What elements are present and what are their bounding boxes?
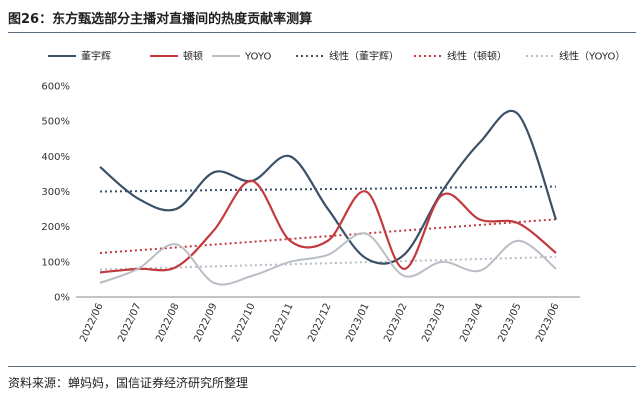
y-tick-label: 500%	[41, 117, 70, 128]
series-line-dong	[99, 109, 558, 265]
series-lines-group	[99, 109, 558, 286]
x-tick-label: 2023/03	[420, 302, 448, 344]
x-tick-label: 2022/09	[192, 302, 220, 344]
legend-label: 线性（YOYO）	[559, 50, 625, 63]
x-tick-label: 2022/08	[154, 302, 182, 344]
legend-label: 线性（顿顿）	[447, 50, 507, 63]
legend-label: 顿顿	[183, 50, 203, 63]
x-tick-label: 2023/01	[344, 302, 372, 344]
bottom-divider	[8, 366, 636, 367]
legend-label: 董宇辉	[81, 50, 111, 63]
x-tick-label: 2023/06	[534, 302, 562, 344]
chart-title: 图26：东方甄选部分主播对直播间的热度贡献率测算	[8, 12, 313, 27]
y-tick-label: 100%	[41, 257, 70, 268]
trendlines-group	[99, 185, 557, 271]
y-tick-label: 300%	[41, 187, 70, 198]
y-tick-label: 400%	[41, 152, 70, 163]
trendline-yoyo	[99, 255, 557, 271]
legend-label: 线性（董宇辉）	[329, 50, 399, 63]
source-note: 资料来源：蝉妈妈，国信证券经济研究所整理	[8, 376, 249, 390]
x-tick-label: 2023/02	[382, 302, 410, 344]
y-tick-label: 600%	[41, 82, 70, 93]
top-divider	[8, 32, 636, 33]
x-tick-label: 2022/06	[78, 302, 106, 344]
axes-group: 0% 100% 200% 300% 400% 500% 600% 2022/06 2022/07…	[41, 82, 580, 344]
x-tick-label: 2022/07	[116, 302, 144, 344]
x-tick-label: 2023/05	[496, 302, 524, 344]
legend: 董宇辉 顿顿 YOYO 线性（董宇辉） 线性（顿顿） 线性（YOYO）	[48, 50, 625, 63]
y-tick-label: 0%	[54, 293, 70, 304]
series-line-dunduns	[99, 179, 557, 274]
trendline-dong	[99, 185, 557, 193]
trendline-dunduns	[99, 218, 557, 255]
legend-label: YOYO	[244, 52, 271, 63]
x-tick-label: 2022/12	[306, 302, 334, 344]
x-tick-label: 2022/11	[268, 302, 296, 344]
x-tick-label: 2022/10	[230, 302, 258, 344]
x-tick-label: 2023/04	[458, 302, 486, 344]
y-tick-label: 200%	[41, 222, 70, 233]
